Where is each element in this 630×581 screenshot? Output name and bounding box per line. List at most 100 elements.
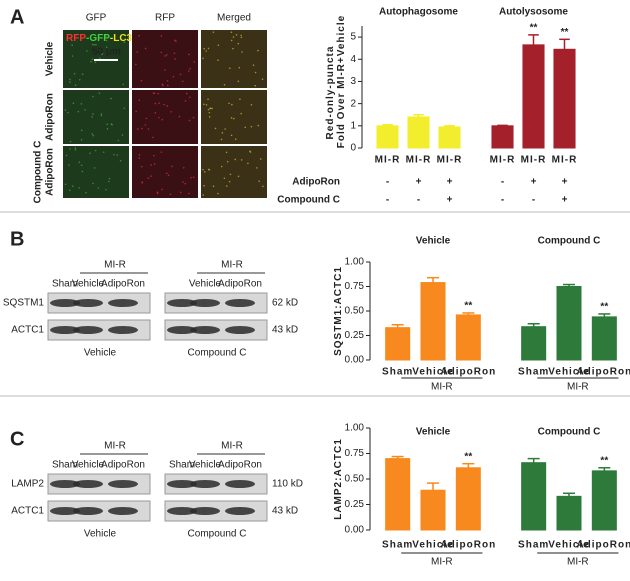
micrograph-speck [94, 149, 97, 152]
micrograph-speck [145, 117, 148, 120]
micrograph-speck [92, 113, 94, 115]
micrograph-speck [240, 34, 242, 37]
lane-label: Sham [52, 279, 78, 290]
micrograph-speck [257, 124, 260, 127]
micrograph-speck [140, 165, 143, 168]
row-label: Vehicle [45, 41, 56, 76]
protein-label: LAMP2 [11, 479, 44, 490]
bar [385, 327, 411, 361]
micrograph-speck [203, 103, 205, 106]
micrograph-speck [203, 47, 205, 50]
blot-band [190, 507, 220, 515]
micrograph-speck [147, 177, 150, 179]
micrograph-speck [232, 47, 234, 50]
blot-band [190, 326, 220, 334]
micrograph [132, 146, 198, 198]
micrograph-speck [75, 33, 77, 36]
micrograph-speck [179, 191, 182, 194]
micrograph-speck [174, 39, 176, 42]
micrograph-speck [89, 152, 91, 155]
bar [385, 458, 411, 531]
micrograph-speck [92, 182, 94, 185]
micrograph-speck [223, 83, 226, 86]
micrograph-speck [254, 71, 257, 74]
x-tick-label: AdipoRon [440, 367, 496, 378]
micrograph-speck [203, 171, 206, 173]
micrograph-speck [71, 185, 74, 187]
micrograph-speck [234, 158, 237, 161]
blot-band [73, 326, 103, 334]
bar [553, 48, 576, 149]
condition-label: AdipoRon [292, 177, 340, 188]
micrograph-speck [144, 124, 147, 126]
blot-caption: Vehicle [84, 348, 117, 359]
micrograph-speck [164, 55, 166, 57]
micrograph-speck [105, 46, 108, 48]
condition-sign: + [562, 177, 568, 188]
micrograph-speck [74, 147, 77, 149]
micrograph-speck [223, 177, 226, 180]
y-axis-label-line: LAMP2:ACTC1 [333, 438, 344, 520]
micrograph-speck [123, 107, 126, 110]
bracket-label: MI-R [431, 382, 453, 393]
micrograph-speck [189, 67, 191, 70]
micrograph-speck [105, 39, 108, 42]
x-tick-label: AdipoRon [576, 540, 630, 551]
micrograph-speck [207, 47, 210, 50]
micrograph-speck [220, 165, 223, 168]
micrograph-speck [244, 126, 247, 129]
condition-sign: + [531, 177, 537, 188]
bar [591, 316, 617, 361]
bar [420, 489, 446, 531]
micrograph-speck [86, 50, 88, 52]
x-tick-label: Sham [382, 367, 413, 378]
micrograph-speck [77, 110, 80, 113]
micrograph-speck [228, 102, 230, 105]
y-tick-label: 0.50 [345, 474, 365, 485]
micrograph-speck [98, 49, 100, 51]
micrograph-speck [205, 104, 208, 106]
significance: ** [600, 455, 608, 466]
channel-label: -GFP [86, 33, 110, 44]
y-tick-label: 1.00 [345, 423, 365, 434]
micrograph-speck [184, 100, 187, 102]
condition-sign: + [562, 195, 568, 206]
micrograph-speck [110, 97, 112, 100]
panel-label: B [10, 228, 24, 250]
micrograph-speck [207, 108, 210, 111]
micrograph-speck [208, 111, 211, 114]
micrograph-speck [224, 128, 226, 130]
y-axis-label-line: SQSTM1:ACTC1 [333, 266, 344, 356]
micrograph-speck [116, 154, 119, 156]
micrograph-speck [255, 167, 258, 169]
blot-band [73, 299, 103, 307]
blot-band [73, 480, 103, 488]
micrograph-speck [80, 164, 83, 167]
micrograph-speck [65, 154, 68, 157]
micrograph-speck [217, 59, 219, 61]
x-tick-label: AdipoRon [576, 367, 630, 378]
micrograph-speck [106, 128, 109, 130]
condition-sign: - [386, 195, 389, 206]
micrograph-speck [110, 123, 113, 125]
micrograph-speck [230, 31, 233, 33]
bar [556, 286, 582, 361]
x-tick-label: AdipoRon [440, 540, 496, 551]
micrograph-speck [212, 185, 215, 188]
condition-sign: - [501, 177, 504, 188]
condition-sign: - [417, 195, 420, 206]
channel-label: RFP [66, 33, 86, 44]
bar [438, 126, 461, 149]
condition-sign: + [447, 177, 453, 188]
x-tick-label: MI-R [406, 155, 432, 166]
micrograph-speck [71, 55, 74, 57]
micrograph [201, 30, 267, 88]
micrograph-speck [250, 103, 253, 106]
group-title: Compound C [538, 236, 601, 247]
protein-label: ACTC1 [11, 325, 44, 336]
micrograph-speck [241, 51, 243, 53]
micrograph-speck [100, 114, 103, 117]
size-label: 43 kD [272, 506, 298, 517]
micrograph-speck [221, 132, 224, 134]
micrograph-speck [161, 118, 164, 121]
